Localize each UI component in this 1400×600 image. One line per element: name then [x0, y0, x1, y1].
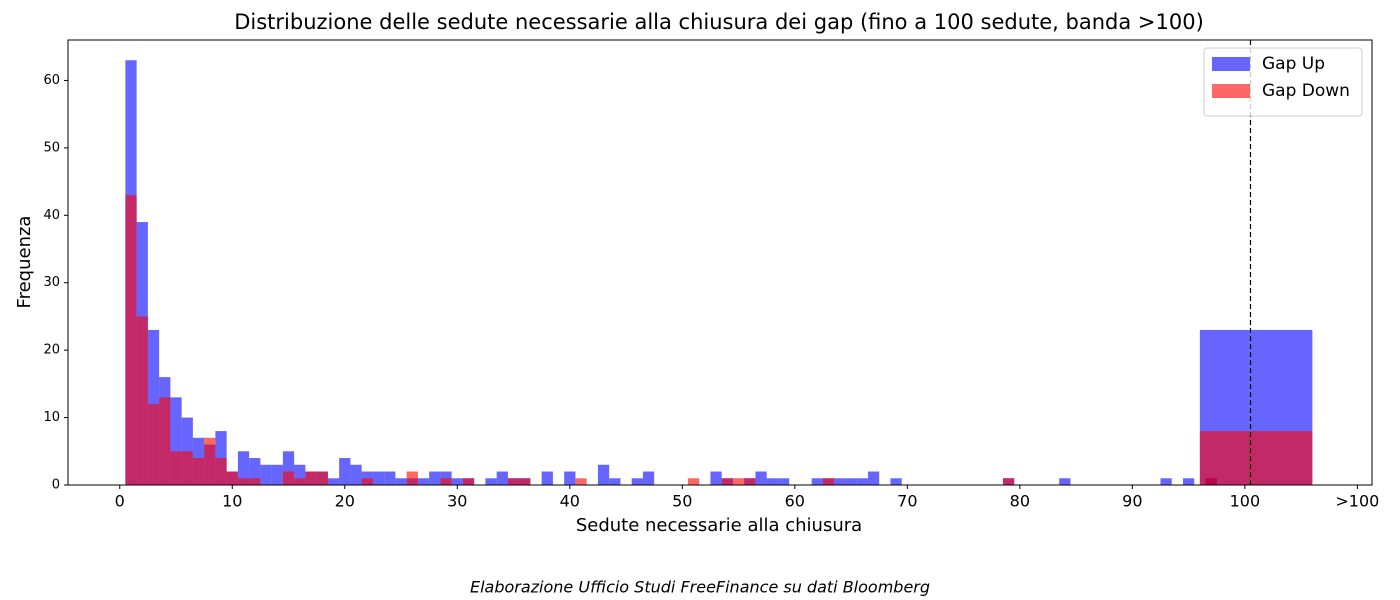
- bar: [541, 471, 553, 485]
- x-tick-label: 60: [785, 492, 805, 511]
- bar: [316, 471, 328, 485]
- bar: [305, 471, 317, 485]
- bar: [170, 397, 182, 485]
- bar: [372, 471, 385, 485]
- bar: [1160, 478, 1172, 485]
- bar: [192, 458, 205, 485]
- bar: [890, 478, 902, 485]
- plot-frame: [67, 39, 1373, 486]
- bar: [462, 478, 475, 485]
- y-tick-label: 40: [43, 208, 60, 223]
- x-tick-label: 90: [1122, 492, 1142, 511]
- bar: [496, 471, 508, 485]
- bar: [485, 478, 497, 485]
- bar: [822, 478, 835, 485]
- bar: [631, 478, 643, 485]
- y-tick-label: 0: [52, 478, 60, 493]
- bar: [361, 478, 373, 485]
- bar: [282, 451, 295, 485]
- x-tick-label: 40: [560, 492, 580, 511]
- bar: [226, 471, 238, 485]
- bar: [249, 478, 261, 485]
- y-tick-label: 60: [43, 73, 60, 88]
- legend-label: Gap Down: [1262, 81, 1350, 101]
- bar: [507, 478, 520, 485]
- bar: [125, 195, 137, 486]
- legend-swatch: [1212, 57, 1250, 71]
- y-tick-label: 10: [43, 410, 60, 425]
- y-tick-label: 30: [43, 275, 60, 290]
- bar: [867, 471, 880, 485]
- bar: [237, 451, 250, 485]
- bar: [834, 478, 846, 485]
- x-tick-label: 20: [335, 492, 355, 511]
- y-tick-label: 20: [43, 343, 60, 358]
- y-tick-label: 50: [43, 140, 60, 155]
- bar: [384, 471, 396, 485]
- bar: [237, 478, 250, 485]
- bar: [181, 451, 193, 485]
- bar: [249, 458, 261, 485]
- bar: [417, 478, 430, 485]
- bar: [282, 471, 295, 485]
- bar: [721, 478, 733, 485]
- x-tick-label: 80: [1010, 492, 1030, 511]
- bar: [732, 478, 745, 485]
- bar: [136, 316, 148, 485]
- bar: [294, 478, 306, 485]
- x-axis-label: Sedute necessarie alla chiusura: [576, 515, 862, 536]
- bar: [429, 471, 441, 485]
- x-tick-label: 70: [897, 492, 917, 511]
- bar: [215, 458, 227, 485]
- x-tick-label: 0: [115, 492, 125, 511]
- bar: [339, 458, 351, 485]
- legend-label: Gap Up: [1262, 54, 1325, 74]
- x-tick-label: 100: [1230, 492, 1261, 511]
- bar: [766, 478, 778, 485]
- bar: [271, 464, 283, 485]
- bar: [406, 471, 418, 485]
- bar: [440, 478, 452, 485]
- chart-title: Distribuzione delle sedute necessarie al…: [234, 10, 1204, 34]
- overflow-bar: [1199, 431, 1313, 485]
- bar: [395, 478, 407, 485]
- bar: [1182, 478, 1195, 485]
- bar: [294, 464, 306, 485]
- bar: [777, 478, 790, 485]
- bar: [204, 437, 216, 485]
- x-tick-label: >100: [1335, 492, 1379, 511]
- footer: Elaborazione Ufficio Studi FreeFinance s…: [470, 578, 930, 597]
- y-axis-label: Frequenza: [14, 216, 35, 309]
- bar: [1002, 478, 1015, 485]
- bar: [642, 471, 655, 485]
- bar: [170, 451, 182, 485]
- bar: [451, 478, 463, 485]
- bar: [710, 471, 722, 485]
- x-tick-label: 50: [672, 492, 692, 511]
- bar: [327, 478, 340, 485]
- bar: [845, 478, 857, 485]
- bar: [1059, 478, 1071, 485]
- bar: [564, 471, 576, 485]
- bar: [519, 478, 531, 485]
- legend-swatch: [1212, 84, 1250, 98]
- x-tick-label: 10: [222, 492, 242, 511]
- bar: [811, 478, 823, 485]
- bar: [350, 464, 362, 485]
- x-tick-label: 30: [447, 492, 467, 511]
- bar: [597, 464, 610, 485]
- bar: [260, 464, 272, 485]
- bar: [575, 478, 587, 485]
- bar: [856, 478, 868, 485]
- bar: [159, 397, 171, 485]
- bar: [744, 478, 756, 485]
- bar: [147, 404, 160, 485]
- bar: [609, 478, 621, 485]
- bar: [755, 471, 767, 485]
- bar: [687, 478, 700, 485]
